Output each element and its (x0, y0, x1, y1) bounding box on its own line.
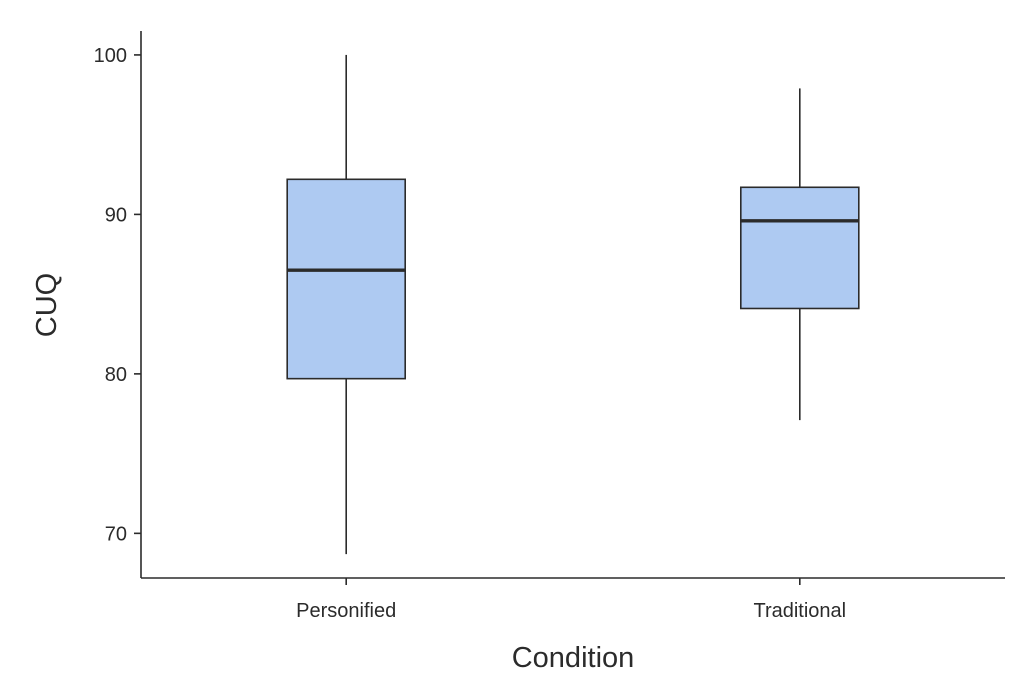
box-iqr (739, 186, 860, 310)
y-axis-title: CUQ (31, 273, 63, 337)
plot-area (286, 54, 860, 555)
box-personified (286, 54, 407, 555)
y-tick-label: 90 (105, 204, 127, 226)
x-axis-title: Condition (512, 642, 635, 674)
x-axis-ticks: Personified Traditional (296, 578, 846, 622)
y-axis-ticks: 70 80 90 100 (94, 45, 141, 545)
x-tick-label: Traditional (753, 600, 846, 622)
y-tick-label: 100 (94, 45, 127, 67)
y-tick-label: 80 (105, 364, 127, 386)
box-iqr (286, 178, 407, 380)
y-tick-label: 70 (105, 523, 127, 545)
x-tick-label: Personified (296, 600, 396, 622)
box-traditional (739, 88, 860, 421)
